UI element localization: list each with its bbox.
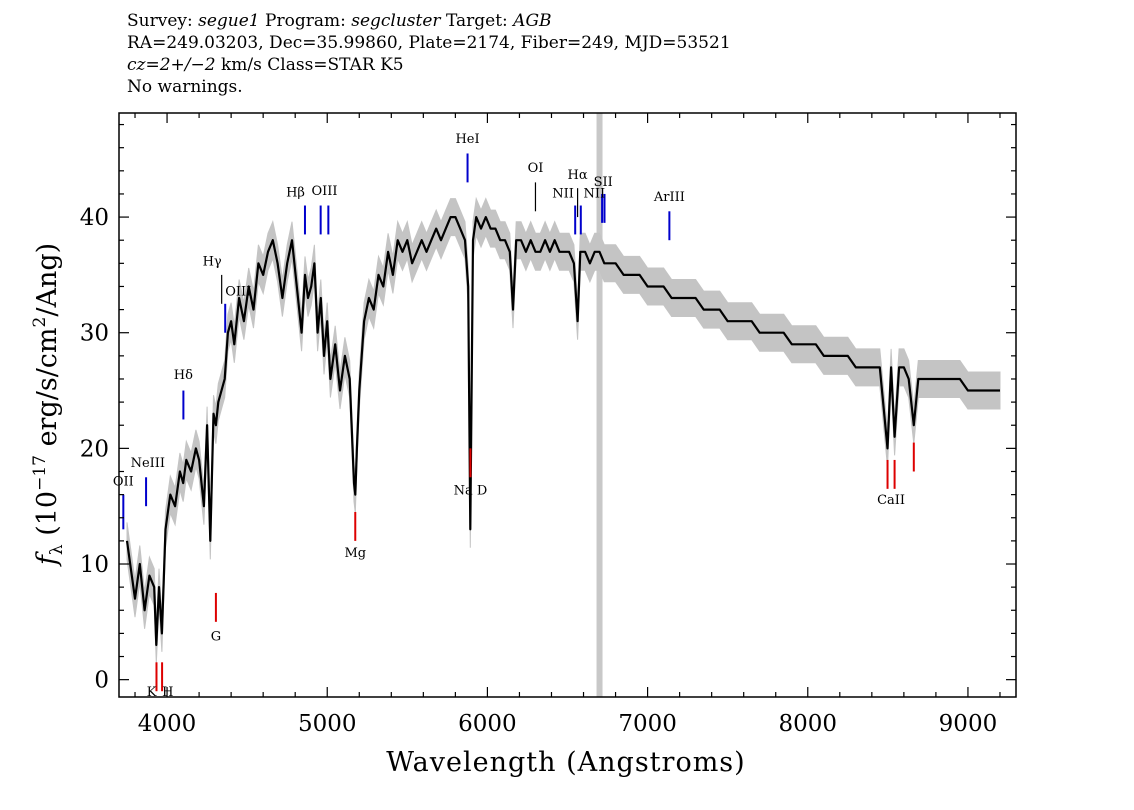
y-tick-label: 40	[80, 205, 109, 231]
line-label: OI	[528, 161, 544, 176]
header-line-coordinates: RA=249.03203, Dec=35.99860, Plate=2174, …	[127, 33, 731, 53]
flux-line	[125, 216, 1000, 647]
line-label: HeI	[455, 132, 479, 147]
y-tick-label: 0	[94, 668, 109, 694]
line-label: NII	[552, 186, 574, 201]
line-label: OIII	[311, 184, 337, 199]
line-label: Hδ	[174, 368, 193, 383]
target-value: AGB	[513, 11, 552, 31]
program-value: segcluster	[351, 11, 441, 31]
axis-ticks: 4000 5000 6000 7000 8000 9000 0 10 20 30 40	[80, 113, 1016, 737]
x-tick-label: 5000	[298, 711, 357, 737]
x-tick-label: 9000	[939, 711, 998, 737]
flux-series	[125, 216, 1000, 647]
y-tick-label: 10	[80, 552, 109, 578]
line-label: NII	[584, 186, 606, 201]
x-tick-label: 6000	[458, 711, 517, 737]
masked-region	[596, 113, 603, 697]
plot-frame	[118, 112, 1017, 698]
x-tick-label: 7000	[618, 711, 677, 737]
program-label: Program:	[265, 11, 346, 31]
line-label: CaII	[877, 493, 905, 508]
line-label: Na D	[454, 484, 488, 499]
line-label: OII	[113, 474, 134, 489]
line-label: K	[147, 685, 157, 700]
x-tick-label: 4000	[138, 711, 197, 737]
line-label: Hγ	[203, 255, 222, 270]
line-label: SII	[594, 175, 613, 190]
cz-value: cz=2+/−2	[127, 55, 216, 75]
line-label: OIII	[225, 285, 251, 300]
masked-region-band	[596, 113, 603, 697]
y-tick-label: 30	[80, 321, 109, 347]
header-line-survey: Survey: segue1 Program: segcluster Targe…	[127, 10, 731, 32]
line-label: Hβ	[286, 185, 305, 200]
survey-value: segue1	[198, 11, 260, 31]
plot-axes	[118, 112, 1017, 698]
y-tick-label: 20	[80, 436, 109, 462]
line-label: G	[211, 629, 221, 644]
line-label: NeIII	[131, 456, 165, 471]
x-tick-label: 8000	[778, 711, 837, 737]
spectrum-header: Survey: segue1 Program: segcluster Targe…	[127, 10, 731, 98]
y-axis-label: fλ (10−17 erg/s/cm2/Ang)	[30, 243, 67, 567]
header-line-redshift: cz=2+/−2 km/s Class=STAR K5	[127, 54, 731, 76]
x-axis-label: Wavelength (Angstroms)	[386, 747, 745, 778]
header-line-warnings: No warnings.	[127, 77, 243, 97]
line-label: Hα	[568, 168, 588, 183]
target-label: Target:	[445, 11, 508, 31]
survey-label: Survey:	[127, 11, 193, 31]
line-label: H	[162, 685, 173, 700]
line-label: ArIII	[653, 190, 685, 205]
class-value: km/s Class=STAR K5	[215, 55, 404, 75]
line-label: Mg	[344, 546, 366, 561]
